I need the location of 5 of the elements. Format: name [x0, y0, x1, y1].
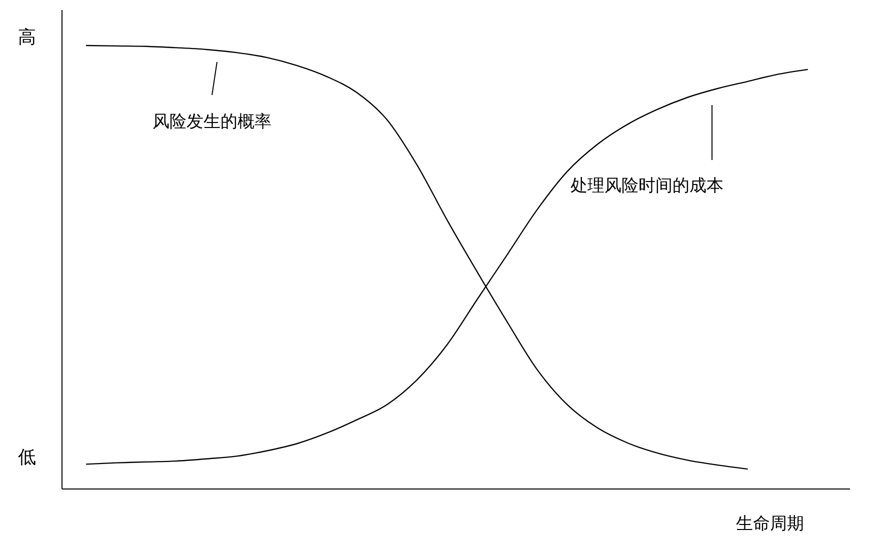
series-label: 处理风险时间的成本: [570, 176, 724, 196]
legend-label: 风险发生的概率: [152, 112, 272, 132]
text: 低: [18, 447, 36, 468]
text: 高: [18, 27, 36, 48]
x-axis-title: 生命周期: [736, 514, 804, 534]
